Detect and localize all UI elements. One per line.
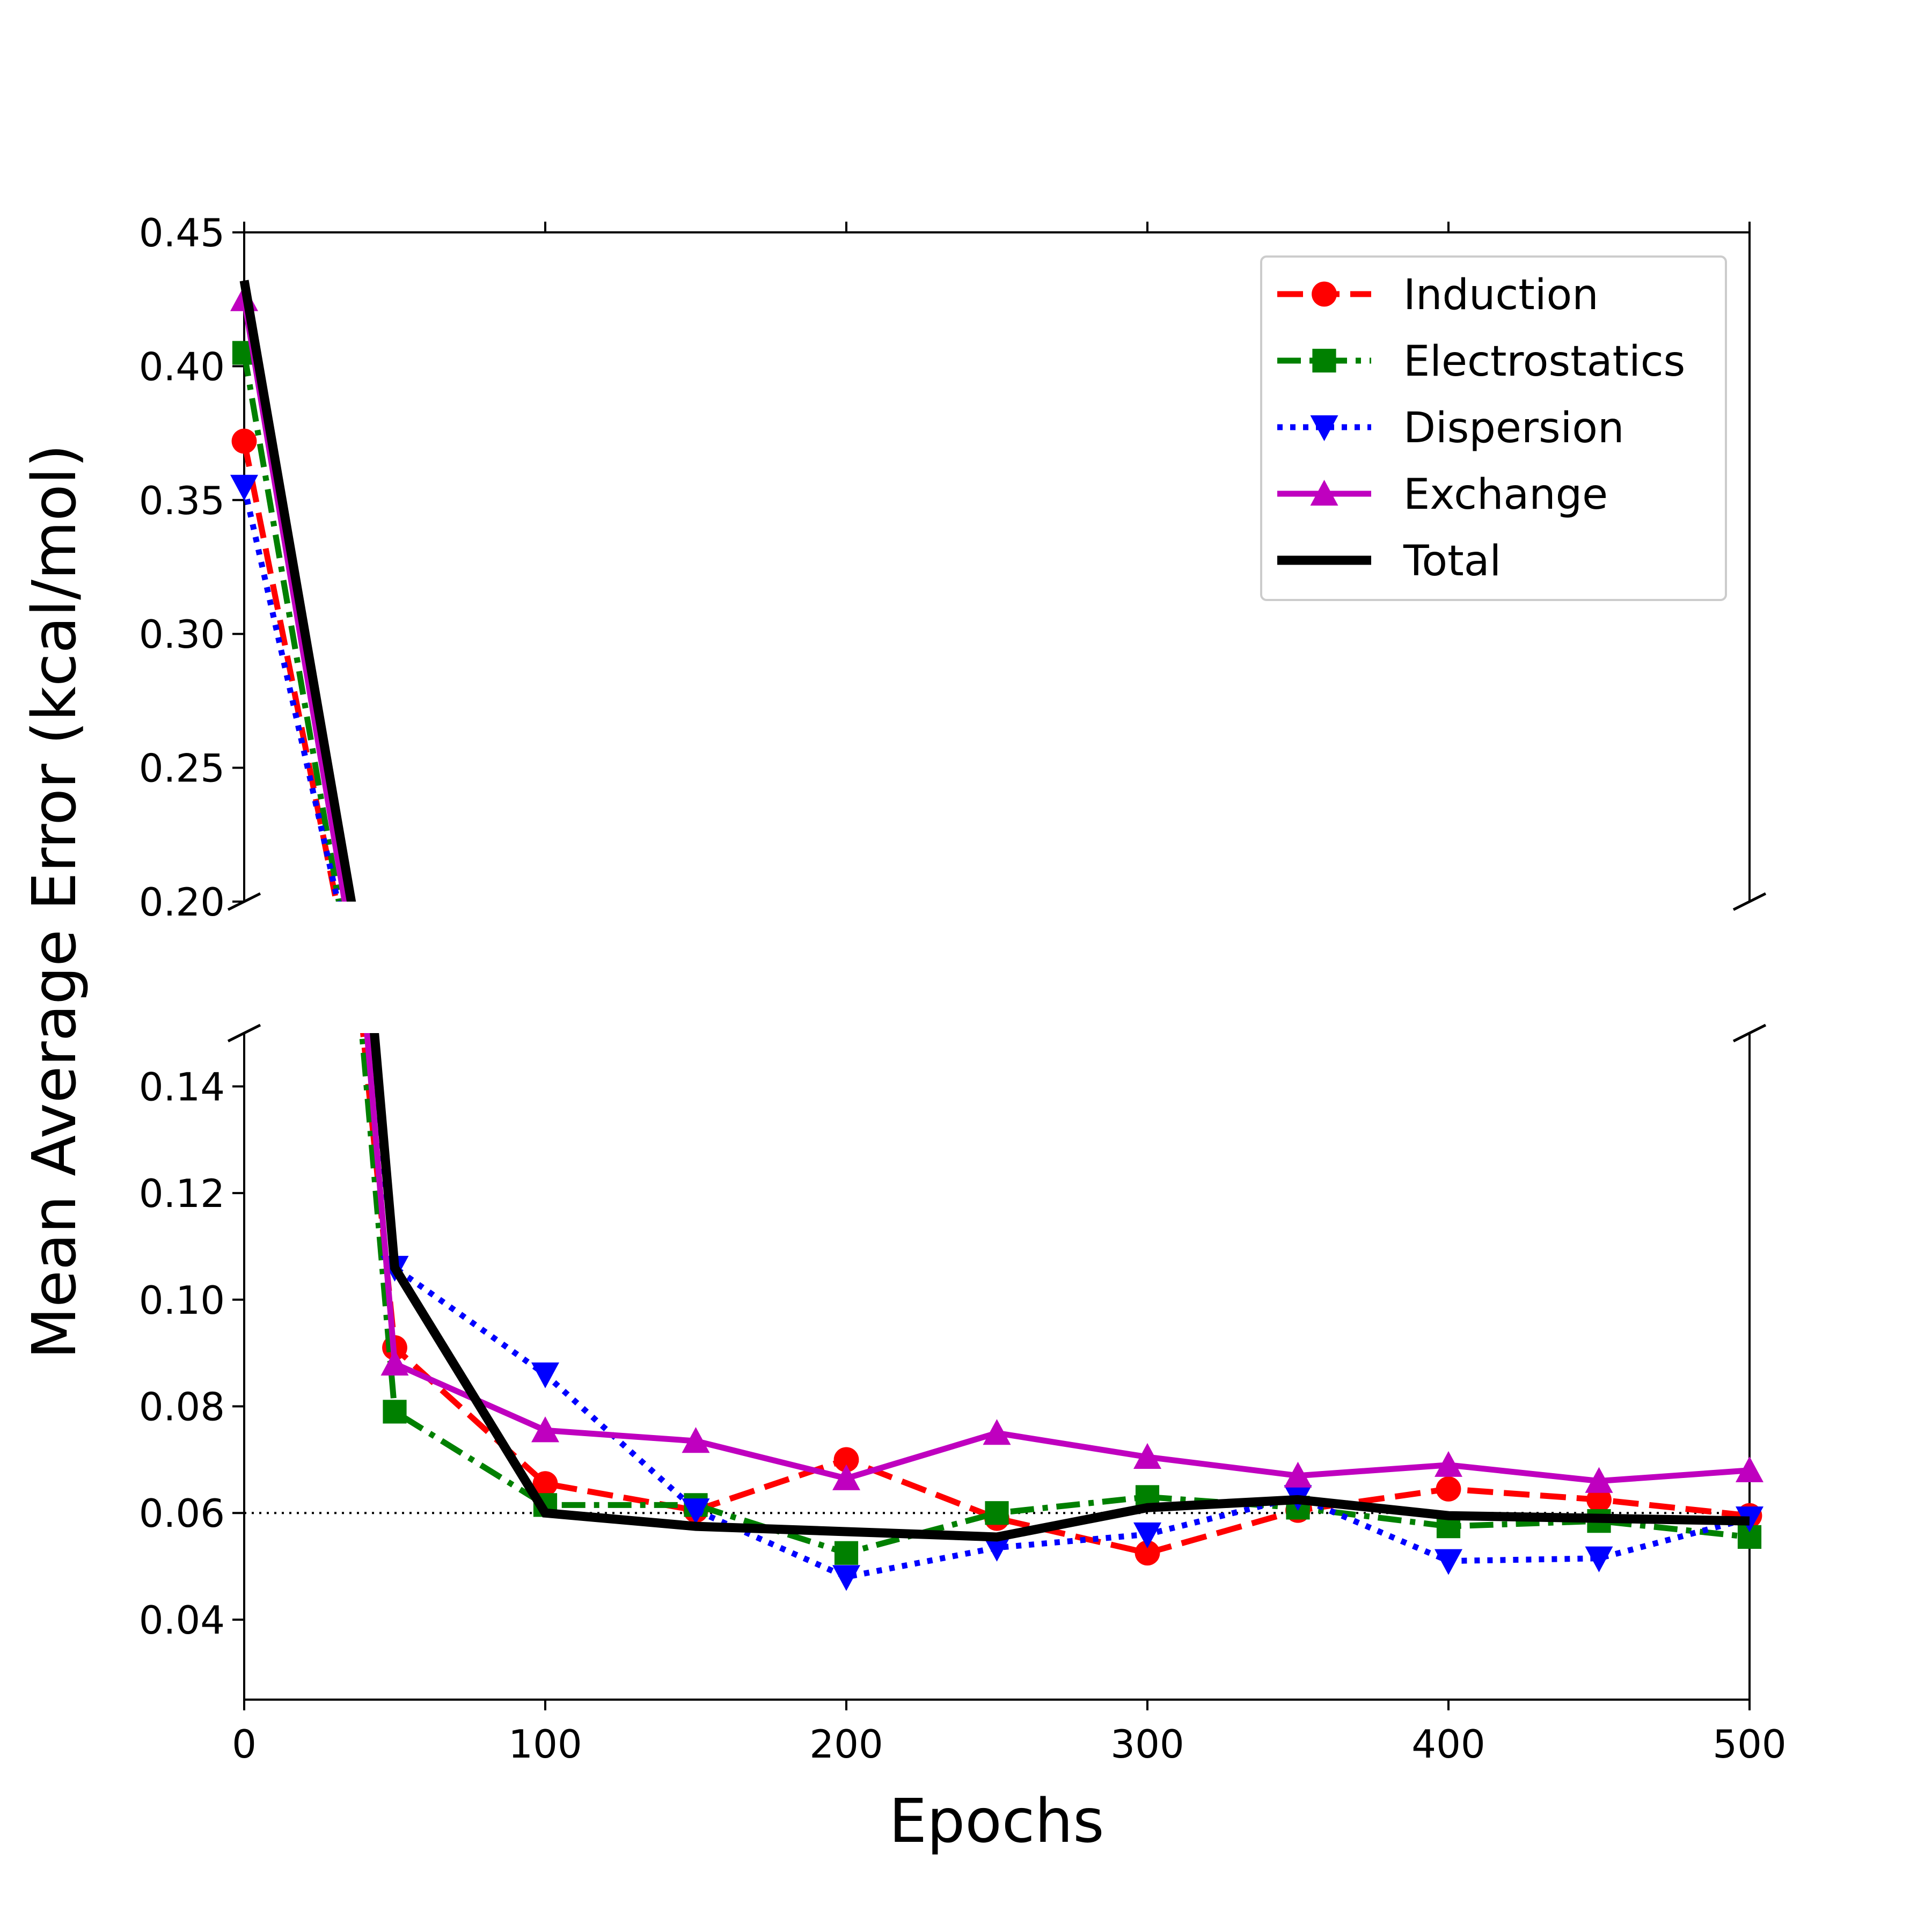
lower-y-tick-label: 0.14 (139, 1064, 225, 1109)
legend-marker-dispersion (1310, 415, 1338, 441)
upper-x-ticks (243, 222, 1751, 232)
upper-y-ticks: 0.20 0.25 0.30 0.35 0.40 0.45 (139, 210, 244, 925)
upper-series-induction (231, 428, 340, 902)
legend-marker-induction (1312, 281, 1337, 307)
lower-y-tick-label: 0.06 (139, 1491, 225, 1536)
axis-break-marks (227, 892, 1767, 1043)
break-mark-upper-right (1732, 892, 1767, 911)
break-mark-lower-left (227, 1023, 261, 1043)
lower-y-ticks: 0.04 0.06 0.08 0.10 0.12 0.14 (139, 1064, 244, 1643)
lower-panel: 0.04 0.06 0.08 0.10 0.12 0.14 0 100 200 300 400 50… (139, 1033, 1787, 1767)
upper-y-tick-label: 0.35 (139, 478, 225, 523)
y-axis-title: Mean Average Error (kcal/mol) (20, 444, 90, 1359)
data-point-exchange (832, 1464, 860, 1490)
legend-frame (1260, 255, 1727, 601)
break-mark-lower-right (1732, 1023, 1767, 1043)
x-tick-label: 200 (809, 1722, 883, 1767)
data-point-exchange (983, 1419, 1011, 1445)
x-tick-label: 100 (508, 1722, 582, 1767)
lower-y-tick-label: 0.08 (139, 1385, 225, 1430)
upper-series-layer (230, 280, 356, 902)
data-point-exchange (1736, 1456, 1763, 1482)
data-point-dispersion (1585, 1546, 1613, 1572)
data-point-induction (231, 428, 257, 454)
upper-y-tick-label: 0.45 (139, 210, 225, 255)
legend-item-exchange: Exchange (1277, 471, 1608, 519)
lower-series-layer (358, 1033, 1763, 1591)
data-point-electrostatics (383, 1400, 407, 1424)
data-point-exchange (1284, 1461, 1312, 1488)
data-point-induction (1135, 1540, 1160, 1566)
data-point-exchange (1435, 1451, 1462, 1477)
data-point-dispersion (230, 474, 258, 501)
legend-marker-exchange (1310, 480, 1338, 506)
data-point-dispersion (1133, 1522, 1161, 1548)
data-point-dispersion (983, 1535, 1011, 1562)
upper-y-tick-label: 0.40 (139, 344, 225, 389)
legend-item-induction: Induction (1277, 271, 1599, 319)
upper-y-tick-label: 0.25 (139, 746, 225, 791)
lower-series-line-dispersion (365, 1033, 1751, 1580)
legend: Induction Electrostatics Dispersion Exchang… (1260, 255, 1727, 601)
data-point-electrostatics (834, 1541, 859, 1565)
legend-item-total: Total (1277, 537, 1501, 586)
lower-x-ticks: 0 100 200 300 400 500 (232, 1700, 1787, 1767)
legend-label-electrostatics: Electrostatics (1403, 338, 1685, 386)
legend-item-electrostatics: Electrostatics (1277, 338, 1685, 386)
data-point-exchange (380, 1350, 409, 1376)
data-point-induction (1436, 1476, 1461, 1502)
data-point-induction (1586, 1487, 1612, 1512)
data-point-induction (532, 1471, 558, 1496)
lower-y-tick-label: 0.10 (139, 1278, 225, 1323)
data-point-exchange (1133, 1443, 1161, 1469)
legend-label-dispersion: Dispersion (1403, 404, 1624, 452)
lower-y-tick-label: 0.04 (139, 1598, 225, 1643)
legend-label-induction: Induction (1403, 271, 1599, 319)
data-point-dispersion (682, 1498, 710, 1525)
data-point-exchange (682, 1427, 710, 1453)
x-axis-title: Epochs (889, 1787, 1104, 1856)
x-tick-label: 300 (1110, 1722, 1184, 1767)
legend-label-total: Total (1403, 537, 1501, 586)
data-point-electrostatics (985, 1501, 1009, 1525)
upper-y-tick-label: 0.20 (139, 880, 225, 925)
lower-series-exchange (364, 1033, 1763, 1493)
data-point-dispersion (1435, 1549, 1462, 1575)
data-point-dispersion (832, 1565, 860, 1591)
x-tick-label: 400 (1411, 1722, 1485, 1767)
upper-panel: 0.20 0.25 0.30 0.35 0.40 0.45 (139, 210, 1751, 925)
lower-y-tick-label: 0.12 (139, 1171, 225, 1216)
legend-items: Induction Electrostatics Dispersion Exchang… (1277, 271, 1685, 586)
x-tick-label: 0 (232, 1722, 257, 1767)
upper-series-dispersion (230, 474, 341, 902)
break-mark-upper-left (227, 892, 261, 911)
lower-series-line-total (370, 1033, 1750, 1542)
upper-y-tick-label: 0.30 (139, 612, 225, 657)
data-point-induction (833, 1447, 859, 1473)
data-point-dispersion (531, 1362, 559, 1388)
legend-item-dispersion: Dispersion (1277, 404, 1624, 452)
legend-label-exchange: Exchange (1403, 471, 1608, 519)
lower-series-total (370, 1033, 1750, 1542)
x-tick-label: 500 (1713, 1722, 1786, 1767)
data-point-exchange (1585, 1467, 1613, 1493)
legend-marker-electrostatics (1312, 348, 1336, 373)
data-point-exchange (531, 1416, 559, 1443)
